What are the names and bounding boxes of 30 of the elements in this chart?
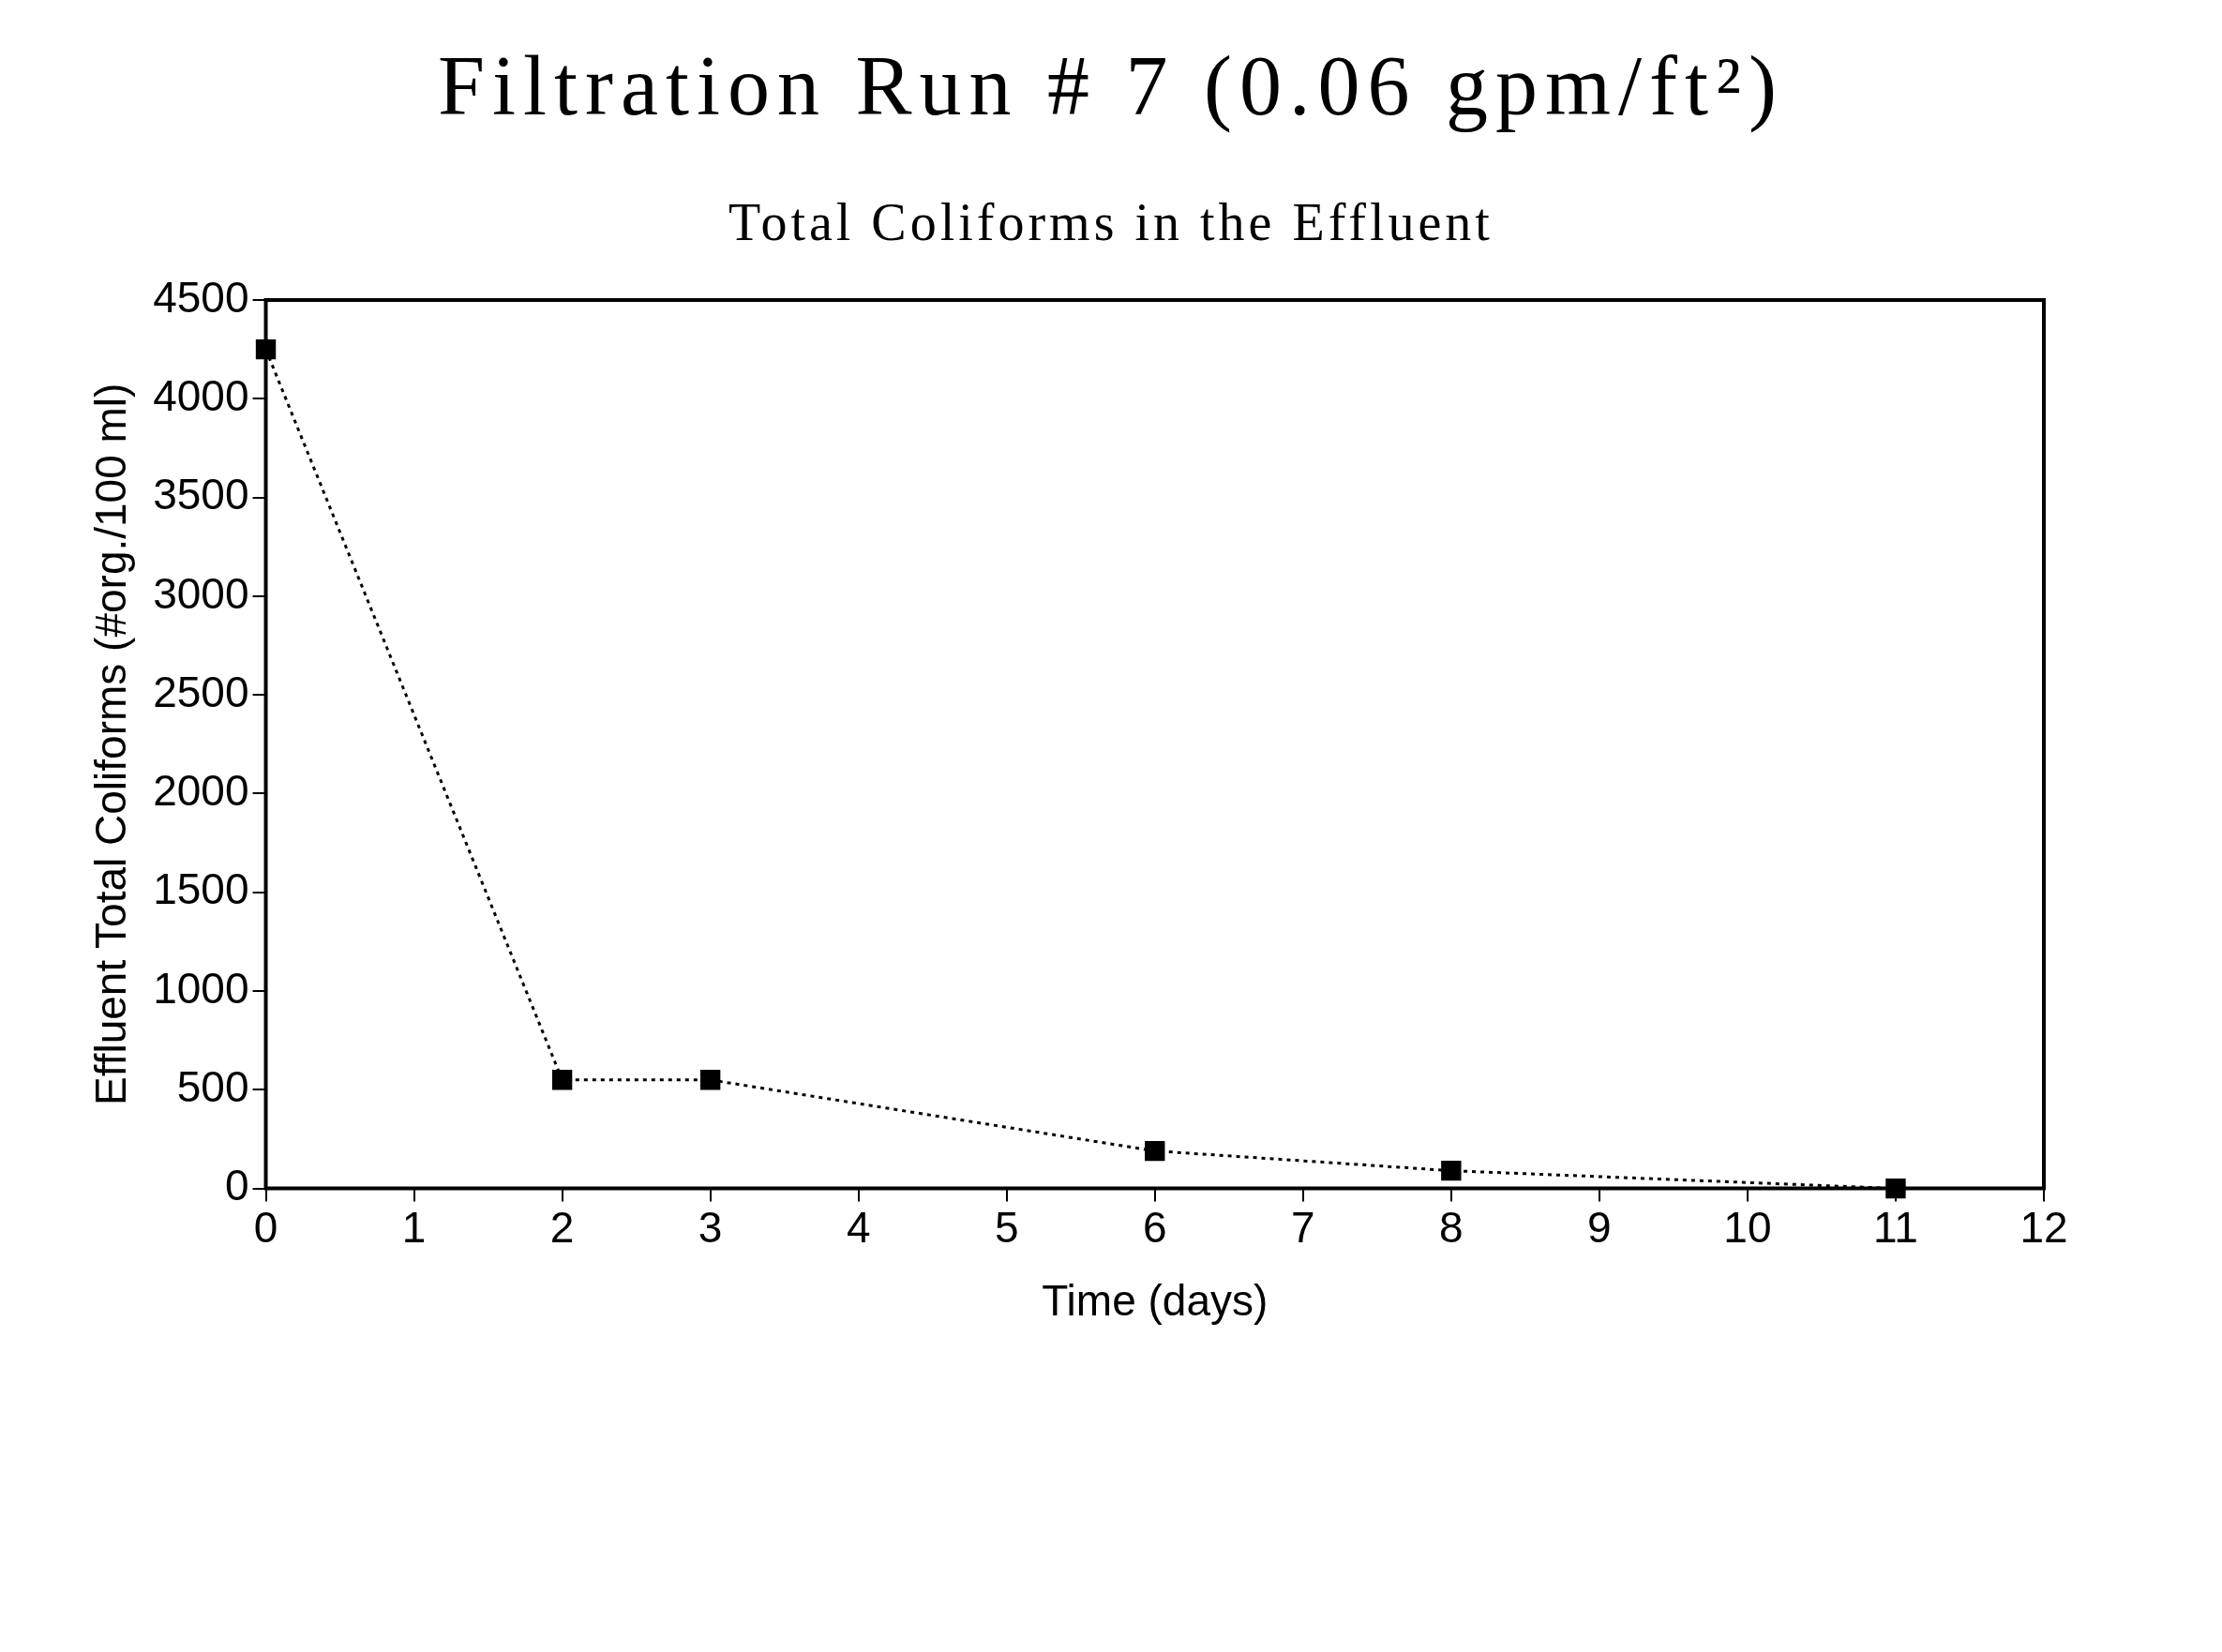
x-tick-label: 2 — [549, 1202, 575, 1252]
x-tick-label: 1 — [401, 1202, 427, 1252]
x-tick-label: 3 — [698, 1202, 723, 1252]
y-tick-label: 4500 — [153, 272, 249, 322]
x-tick-label: 5 — [994, 1202, 1019, 1252]
point — [551, 1070, 573, 1090]
y-tick-label: 0 — [224, 1161, 249, 1210]
x-tick-label: 10 — [1723, 1202, 1772, 1252]
point — [699, 1070, 721, 1090]
y-tick-label: 2000 — [153, 766, 249, 816]
x-tick-label: 7 — [1291, 1202, 1315, 1252]
y-tick-label: 1500 — [153, 864, 249, 914]
x-axis-title: Time (days) — [1042, 1276, 1269, 1326]
x-tick-label: 12 — [2019, 1202, 2068, 1252]
point — [1145, 1140, 1165, 1162]
x-tick-label: 11 — [1873, 1202, 1918, 1252]
x-tick-label: 4 — [846, 1202, 871, 1252]
x-tick-label: 8 — [1439, 1202, 1464, 1252]
y-tick-label: 4000 — [153, 370, 249, 420]
y-tick-label: 3000 — [153, 568, 249, 618]
y-tick-label: 3500 — [153, 470, 249, 519]
y-tick-label: 2500 — [153, 667, 249, 716]
point — [1441, 1160, 1462, 1181]
x-tick-label: 9 — [1587, 1202, 1612, 1252]
y-axis-title: Effluent Total Coliforms (#org./100 ml) — [86, 383, 136, 1106]
chart-title: Filtration Run # 7 (0.06 gpm/ft²) — [437, 38, 1785, 134]
x-tick-label: 6 — [1142, 1202, 1167, 1252]
chart-subtitle: Total Coliforms in the Effluent — [728, 192, 1494, 252]
y-tick-label: 500 — [176, 1062, 249, 1111]
y-tick-label: 1000 — [153, 963, 249, 1013]
